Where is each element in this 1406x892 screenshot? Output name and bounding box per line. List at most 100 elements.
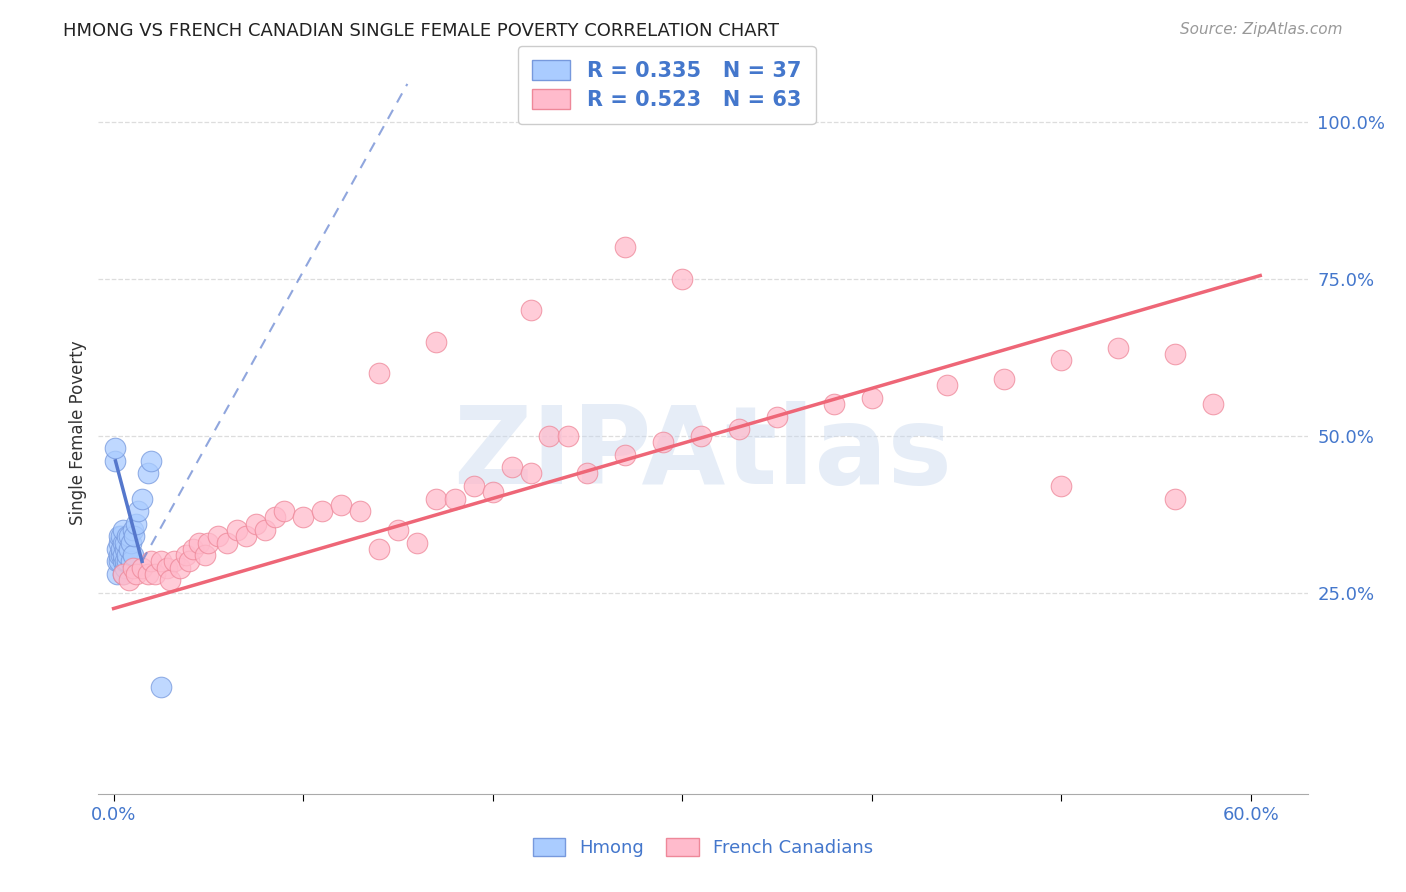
Point — [115, 548, 138, 562]
Point — [108, 535, 131, 549]
Point — [766, 409, 789, 424]
Point — [149, 554, 172, 568]
Point — [141, 554, 163, 568]
Point — [112, 523, 135, 537]
Point — [112, 566, 135, 581]
Point — [1107, 341, 1129, 355]
Point — [263, 510, 285, 524]
Point — [136, 467, 159, 481]
Point — [112, 554, 135, 568]
Point — [187, 535, 209, 549]
Point — [557, 429, 579, 443]
Point — [197, 535, 219, 549]
Point — [115, 554, 138, 568]
Point — [405, 535, 427, 549]
Point — [387, 523, 409, 537]
Point — [112, 535, 135, 549]
Point — [1164, 491, 1187, 506]
Point — [245, 516, 267, 531]
Point — [254, 523, 277, 537]
Point — [125, 566, 148, 581]
Point — [149, 680, 172, 694]
Point — [118, 529, 141, 543]
Point — [108, 554, 131, 568]
Point — [367, 366, 389, 380]
Point — [235, 529, 257, 543]
Point — [174, 548, 197, 562]
Point — [120, 535, 142, 549]
Point — [104, 454, 127, 468]
Point — [124, 529, 146, 543]
Y-axis label: Single Female Poverty: Single Female Poverty — [69, 341, 87, 524]
Point — [169, 560, 191, 574]
Point — [1050, 353, 1073, 368]
Point — [614, 240, 637, 254]
Point — [108, 529, 131, 543]
Point — [115, 529, 138, 543]
Point — [217, 535, 239, 549]
Point — [538, 429, 561, 443]
Point — [860, 391, 883, 405]
Point — [105, 566, 128, 581]
Point — [159, 574, 181, 588]
Legend: Hmong, French Canadians: Hmong, French Canadians — [526, 831, 880, 864]
Point — [501, 460, 523, 475]
Point — [671, 271, 693, 285]
Point — [121, 560, 143, 574]
Point — [273, 504, 295, 518]
Point — [367, 541, 389, 556]
Point — [728, 422, 751, 436]
Point — [127, 504, 149, 518]
Point — [179, 554, 201, 568]
Point — [311, 504, 333, 518]
Point — [112, 548, 135, 562]
Point — [1202, 397, 1225, 411]
Point — [110, 529, 132, 543]
Text: Source: ZipAtlas.com: Source: ZipAtlas.com — [1180, 22, 1343, 37]
Point — [207, 529, 229, 543]
Text: ZIPAtlas: ZIPAtlas — [454, 401, 952, 508]
Point — [105, 541, 128, 556]
Point — [114, 560, 136, 574]
Point — [993, 372, 1015, 386]
Point — [443, 491, 465, 506]
Point — [120, 554, 142, 568]
Point — [112, 566, 135, 581]
Point — [652, 435, 675, 450]
Point — [425, 334, 447, 349]
Point — [519, 303, 541, 318]
Point — [118, 574, 141, 588]
Point — [108, 548, 131, 562]
Point — [131, 560, 153, 574]
Point — [519, 467, 541, 481]
Point — [425, 491, 447, 506]
Point — [1050, 479, 1073, 493]
Point — [110, 541, 132, 556]
Point — [114, 554, 136, 568]
Point — [163, 554, 186, 568]
Point — [481, 485, 503, 500]
Point — [121, 523, 143, 537]
Point — [105, 554, 128, 568]
Point — [614, 448, 637, 462]
Point — [463, 479, 485, 493]
Point — [104, 442, 127, 456]
Point — [181, 541, 204, 556]
Point — [156, 560, 179, 574]
Point — [125, 516, 148, 531]
Point — [225, 523, 247, 537]
Point — [114, 535, 136, 549]
Point — [576, 467, 599, 481]
Point — [143, 566, 166, 581]
Point — [118, 541, 141, 556]
Point — [690, 429, 713, 443]
Point — [1164, 347, 1187, 361]
Point — [136, 566, 159, 581]
Point — [330, 498, 353, 512]
Point — [936, 378, 959, 392]
Point — [292, 510, 315, 524]
Point — [121, 548, 143, 562]
Point — [131, 491, 153, 506]
Point — [141, 454, 163, 468]
Point — [110, 548, 132, 562]
